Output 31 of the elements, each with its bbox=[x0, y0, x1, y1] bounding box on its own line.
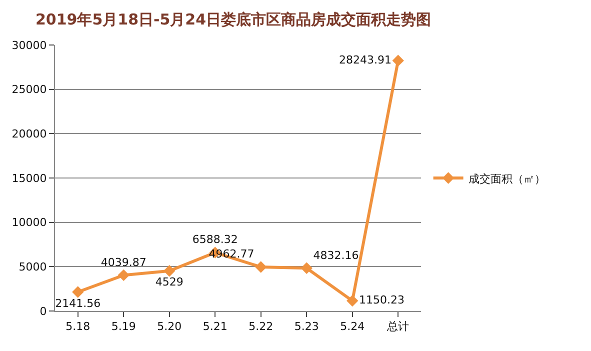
point bbox=[392, 54, 404, 66]
x-tick-label: 5.18 bbox=[66, 320, 90, 334]
point bbox=[300, 262, 312, 274]
y-tick-label: 25000 bbox=[12, 83, 47, 96]
legend-label: 成交面积（㎡） bbox=[468, 172, 546, 186]
y-tick-label: 20000 bbox=[12, 128, 47, 141]
point bbox=[72, 286, 84, 298]
point bbox=[118, 269, 130, 282]
x-tick-label: 总计 bbox=[386, 320, 410, 334]
data-label: 4529 bbox=[155, 276, 184, 289]
point bbox=[255, 261, 267, 273]
y-tick-label: 15000 bbox=[12, 172, 47, 185]
data-label: 4039.87 bbox=[100, 256, 146, 269]
y-tick-label: 10000 bbox=[12, 216, 47, 230]
x-tick-label: 5.22 bbox=[248, 320, 274, 334]
y-tick-label: 5000 bbox=[18, 260, 47, 274]
data-label: 6588.32 bbox=[192, 233, 238, 246]
y-tick-label: 0 bbox=[40, 304, 47, 318]
x-tick-label: 5.21 bbox=[202, 320, 228, 334]
chart-title: 2019年5月18日-5月24日娄底市区商品房成交面积走势图 bbox=[35, 10, 432, 29]
data-label: 2141.56 bbox=[55, 296, 101, 310]
x-tick-label: 5.20 bbox=[157, 320, 182, 334]
x-tick-label: 5.19 bbox=[111, 320, 136, 334]
point bbox=[164, 264, 176, 277]
data-label: 4832.16 bbox=[313, 248, 359, 262]
x-tick-label: 5.23 bbox=[294, 320, 319, 334]
point bbox=[346, 294, 358, 307]
y-tick-label: 30000 bbox=[12, 38, 47, 52]
data-label: 28243.91 bbox=[339, 53, 392, 66]
data-label: 1150.23 bbox=[359, 294, 405, 307]
x-tick-label: 5.24 bbox=[340, 320, 365, 334]
